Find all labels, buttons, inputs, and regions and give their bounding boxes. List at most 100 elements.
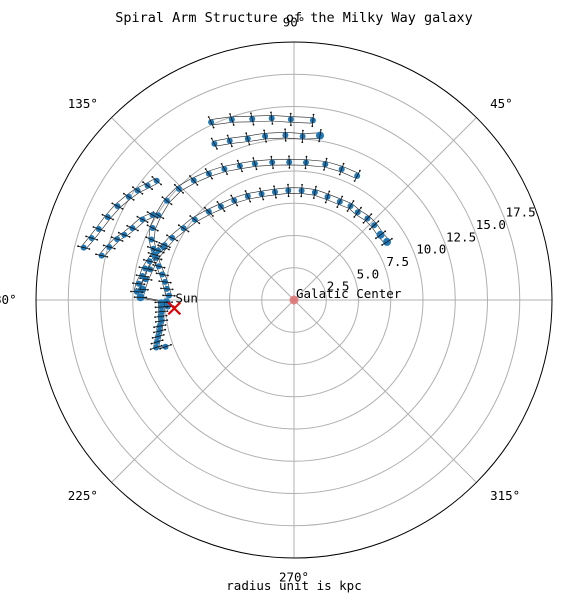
error-bar (311, 114, 314, 127)
error-bar (221, 163, 228, 175)
error-bar (347, 200, 354, 212)
error-bar-cap (360, 206, 362, 209)
error-bar (93, 226, 105, 232)
error-bar (118, 232, 130, 238)
error-bar-cap (270, 111, 272, 114)
error-bar-cap (305, 155, 308, 158)
error-bar-cap (272, 167, 274, 170)
error-bar-cap (323, 169, 325, 171)
error-bar-cap (198, 222, 201, 225)
error-bar-cap (384, 230, 387, 233)
error-bar (111, 236, 123, 242)
error-bar (155, 319, 168, 323)
error-bar (132, 186, 143, 195)
annotation-markers: Galatic Center Sun (167, 286, 402, 316)
error-bar-cap (252, 157, 255, 159)
error-bar (103, 245, 115, 249)
error-bar (159, 242, 171, 248)
error-bar-cap (145, 296, 148, 299)
error-bar-cap (92, 226, 95, 228)
error-bar-cap (136, 215, 139, 218)
error-bar-cap (302, 129, 304, 132)
error-bar-cap (187, 230, 190, 233)
error-bar-cap (161, 339, 164, 342)
error-bar-cap (245, 132, 248, 135)
error-bar-cap (149, 268, 152, 271)
error-bar-cap (259, 187, 261, 190)
error-bar-cap (236, 204, 239, 207)
spiral-arm (95, 211, 159, 259)
error-bar-cap (171, 301, 174, 303)
error-bar-cap (137, 229, 139, 232)
error-bar-cap (128, 236, 131, 238)
error-bar-cap (170, 203, 173, 206)
error-bar-cap (145, 236, 148, 239)
error-bar-cap (241, 170, 244, 173)
error-bar-cap (147, 276, 150, 278)
error-bar (313, 186, 317, 199)
error-bar-cap (158, 255, 161, 258)
error-bar-cap (338, 173, 341, 176)
error-bar-cap (111, 202, 114, 205)
error-bar-cap (216, 201, 219, 203)
error-bar-cap (182, 192, 185, 194)
error-bar-cap (160, 344, 163, 347)
error-bar-cap (328, 190, 331, 193)
error-bar-cap (318, 140, 320, 143)
error-bar (142, 181, 153, 190)
error-bar-cap (284, 128, 286, 131)
error-bar (153, 329, 166, 333)
error-bar (155, 315, 167, 318)
error-bar-cap (170, 343, 172, 346)
error-bar-cap (162, 251, 165, 254)
error-bar-cap (273, 185, 275, 188)
spiral-arm (207, 111, 316, 129)
error-bar-cap (252, 123, 255, 126)
error-bar-cap (133, 296, 136, 299)
error-bar-cap (226, 134, 229, 137)
angular-gridline (293, 299, 477, 483)
radial-tick-label: 12.5 (446, 229, 476, 244)
error-bar (147, 224, 158, 231)
error-bar (151, 339, 163, 344)
error-bar-cap (169, 281, 172, 284)
error-bar (339, 163, 344, 175)
error-bar (205, 168, 213, 179)
chart-title: Spiral Arm Structure of the Milky Way ga… (115, 10, 473, 26)
error-bar-cap (324, 201, 327, 204)
error-bar-cap (151, 176, 154, 178)
error-bar-cap (165, 314, 168, 317)
radial-tick-label: 5.0 (357, 266, 380, 281)
error-bar-cap (304, 167, 307, 170)
error-bar-cap (211, 177, 214, 180)
error-bar (137, 216, 148, 223)
error-bar-cap (232, 124, 235, 126)
error-bar-cap (156, 217, 159, 219)
error-bar (152, 334, 164, 339)
error-bar-cap (117, 231, 120, 234)
angular-gridline (111, 299, 295, 483)
error-bar-cap (341, 195, 344, 198)
error-bar (155, 306, 168, 308)
angular-gridline (111, 117, 295, 301)
error-bar-cap (77, 245, 79, 248)
spiral-arm (145, 155, 361, 299)
error-bar (143, 259, 156, 264)
error-bar-cap (167, 274, 169, 277)
error-bar (336, 196, 343, 208)
error-bar-cap (163, 266, 166, 269)
error-bar-cap (159, 347, 162, 350)
error-bar (95, 253, 108, 258)
error-bar-cap (95, 253, 97, 256)
error-bar-cap (147, 288, 149, 291)
error-bar (245, 190, 251, 202)
error-bar (166, 234, 178, 241)
error-bar (148, 252, 160, 257)
angular-gridline (293, 117, 477, 301)
error-bar-cap (132, 199, 135, 201)
error-bar-cap (130, 290, 132, 293)
error-bar-cap (370, 213, 373, 216)
error-bar (227, 135, 233, 147)
error-bar-cap (270, 155, 273, 158)
radial-tick-label: 2.5 (327, 279, 350, 294)
